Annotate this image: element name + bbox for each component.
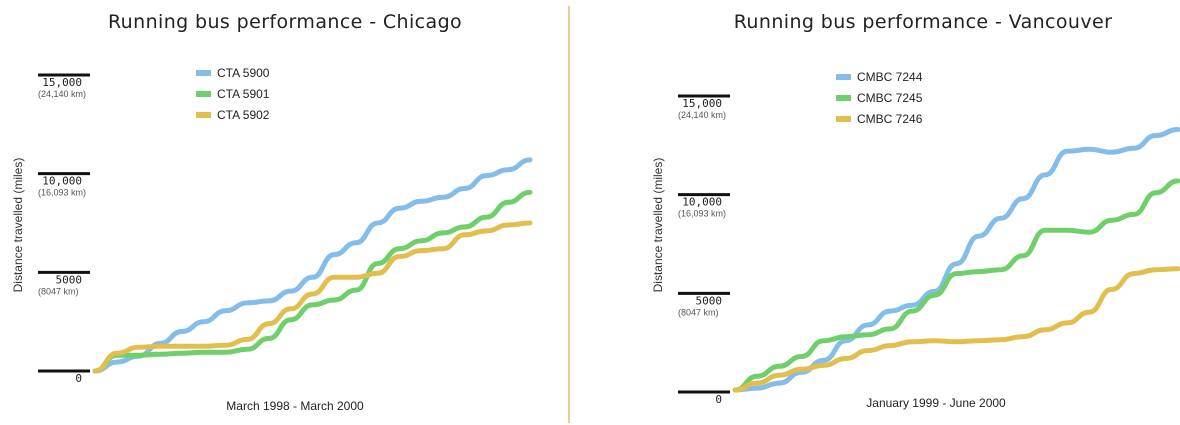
y-tick-label: 15,000 — [42, 76, 82, 89]
y-tick-label: 15,000 — [682, 97, 722, 110]
vancouver-chart: Running bus performance - Vancouver Dista… — [651, 11, 1180, 410]
series-line-2 — [732, 178, 1180, 393]
chicago-chart: Running bus performance - Chicago Distanc… — [11, 11, 533, 413]
series-line-3 — [732, 266, 1180, 393]
series-line-1 — [92, 157, 533, 374]
legend-label: CTA 5901 — [217, 87, 270, 101]
legend-label: CMBC 7245 — [857, 91, 923, 105]
x-axis-label: March 1998 - March 2000 — [226, 399, 364, 413]
legend-label: CTA 5902 — [217, 108, 270, 122]
chart-title: Running bus performance - Vancouver — [734, 11, 1113, 33]
x-axis-label: January 1999 - June 2000 — [866, 396, 1006, 410]
y-axis-label: Distance travelled (miles) — [651, 158, 665, 293]
legend-label: CMBC 7244 — [857, 70, 923, 84]
y-tick-label: 5000 — [696, 294, 723, 307]
y-tick-label: 5000 — [56, 273, 83, 286]
y-axis-label: Distance travelled (miles) — [11, 158, 25, 293]
series-line-3 — [92, 220, 533, 374]
y-tick-sublabel: (8047 km) — [678, 307, 719, 317]
legend-label: CMBC 7246 — [857, 112, 923, 126]
y-tick-sublabel: (24,140 km) — [38, 89, 86, 99]
chart-title: Running bus performance - Chicago — [108, 11, 462, 33]
series-line-2 — [92, 189, 533, 374]
legend-label: CTA 5900 — [217, 66, 270, 80]
y-tick-sublabel: (16,093 km) — [38, 188, 86, 198]
series-line-1 — [732, 127, 1180, 393]
y-tick-label: 0 — [75, 372, 82, 385]
y-tick-sublabel: (16,093 km) — [678, 209, 726, 219]
y-tick-sublabel: (8047 km) — [38, 286, 79, 296]
y-tick-label: 0 — [715, 393, 722, 406]
y-tick-label: 10,000 — [42, 175, 82, 188]
y-tick-label: 10,000 — [682, 196, 722, 209]
y-tick-sublabel: (24,140 km) — [678, 110, 726, 120]
